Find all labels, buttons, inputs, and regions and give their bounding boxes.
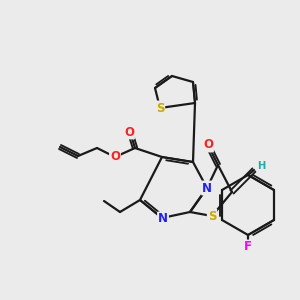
- Text: N: N: [158, 212, 168, 226]
- Text: S: S: [208, 209, 216, 223]
- Text: F: F: [244, 241, 252, 254]
- Text: H: H: [257, 161, 265, 171]
- Text: O: O: [110, 151, 120, 164]
- Text: O: O: [124, 125, 134, 139]
- Text: O: O: [203, 139, 213, 152]
- Text: N: N: [202, 182, 212, 194]
- Text: S: S: [156, 101, 164, 115]
